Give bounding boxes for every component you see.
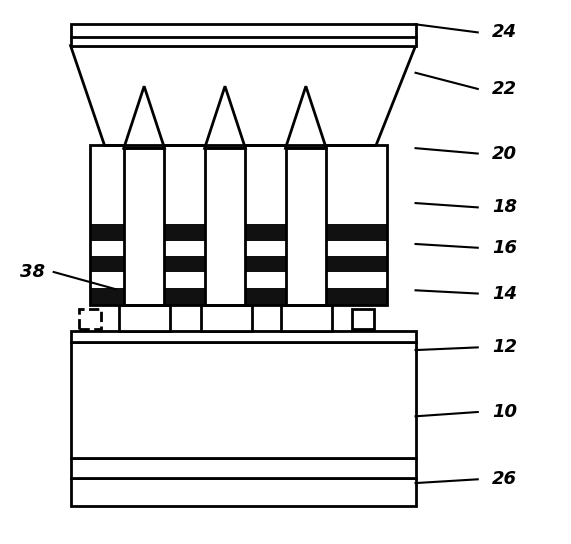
Bar	[71, 478, 416, 506]
Text: 10: 10	[492, 403, 517, 421]
Text: 18: 18	[492, 199, 517, 217]
Text: 38: 38	[20, 263, 45, 281]
Text: 24: 24	[492, 23, 517, 41]
Text: 22: 22	[492, 80, 517, 98]
Bar	[90, 145, 387, 305]
Bar	[90, 145, 387, 305]
Bar	[71, 24, 416, 46]
Bar	[200, 305, 252, 331]
Bar	[204, 148, 246, 305]
Bar	[71, 342, 416, 458]
Bar	[286, 148, 326, 305]
Bar	[90, 241, 387, 256]
Text: 14: 14	[492, 285, 517, 302]
Bar	[71, 331, 416, 342]
Bar	[281, 305, 332, 331]
Polygon shape	[204, 86, 246, 148]
Bar	[90, 224, 387, 241]
Bar	[71, 458, 416, 478]
Polygon shape	[71, 46, 416, 145]
Text: 16: 16	[492, 239, 517, 257]
Bar	[352, 308, 373, 329]
Text: 20: 20	[492, 145, 517, 163]
Bar	[119, 305, 170, 331]
Bar	[90, 256, 387, 272]
Bar	[124, 148, 164, 305]
Bar	[79, 308, 100, 329]
Polygon shape	[124, 86, 164, 148]
Bar	[90, 288, 387, 305]
Bar	[90, 272, 387, 288]
Polygon shape	[286, 86, 326, 148]
Text: 26: 26	[492, 471, 517, 489]
Text: 12: 12	[492, 338, 517, 356]
